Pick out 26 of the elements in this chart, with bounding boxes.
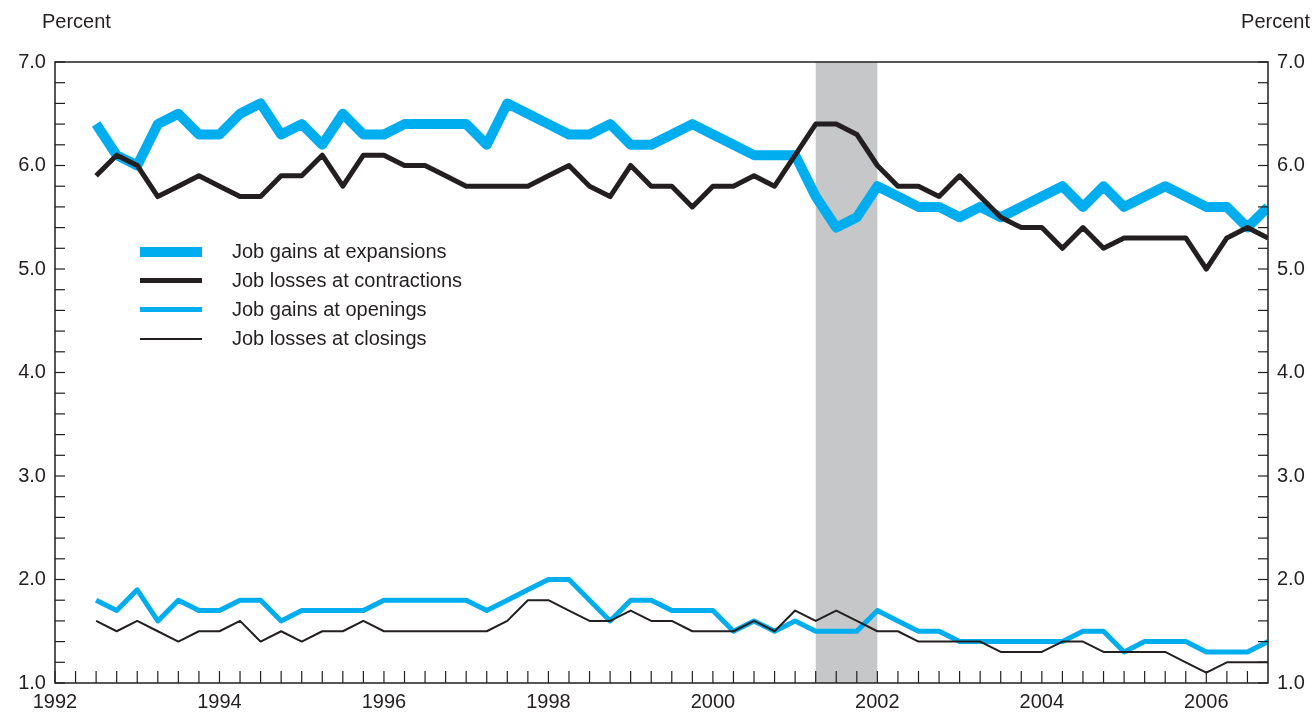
legend-label: Job gains at expansions xyxy=(232,240,447,263)
legend-label: Job gains at openings xyxy=(232,298,427,321)
y2-tick-label: 2.0 xyxy=(1277,567,1305,590)
x-tick-label: 1996 xyxy=(361,689,407,712)
y2-tick-label: 6.0 xyxy=(1277,153,1305,176)
y2-tick-label: 1.0 xyxy=(1277,670,1305,693)
y-tick-label: 7.0 xyxy=(18,49,46,72)
y-tick-label: 3.0 xyxy=(18,463,46,486)
x-tick-label: 2002 xyxy=(855,689,900,712)
y2-tick-label: 3.0 xyxy=(1277,463,1305,486)
x-tick-label: 2000 xyxy=(690,689,736,712)
x-tick-label: 2006 xyxy=(1184,689,1229,712)
y2-axis-title: Percent xyxy=(1241,10,1310,33)
legend-label: Job losses at closings xyxy=(232,327,427,350)
y-tick-label: 5.0 xyxy=(18,256,46,279)
y-axis-title: Percent xyxy=(42,10,111,33)
x-tick-label: 1998 xyxy=(526,689,571,712)
y-tick-label: 2.0 xyxy=(18,567,46,590)
y-tick-label: 6.0 xyxy=(18,153,46,176)
y2-tick-label: 5.0 xyxy=(1277,256,1305,279)
y-tick-label: 4.0 xyxy=(18,360,46,383)
legend-label: Job losses at contractions xyxy=(232,269,463,292)
y2-tick-label: 7.0 xyxy=(1277,49,1305,72)
y2-tick-label: 4.0 xyxy=(1277,360,1305,383)
x-tick-label: 2004 xyxy=(1019,689,1065,712)
x-tick-label: 1994 xyxy=(197,689,242,712)
